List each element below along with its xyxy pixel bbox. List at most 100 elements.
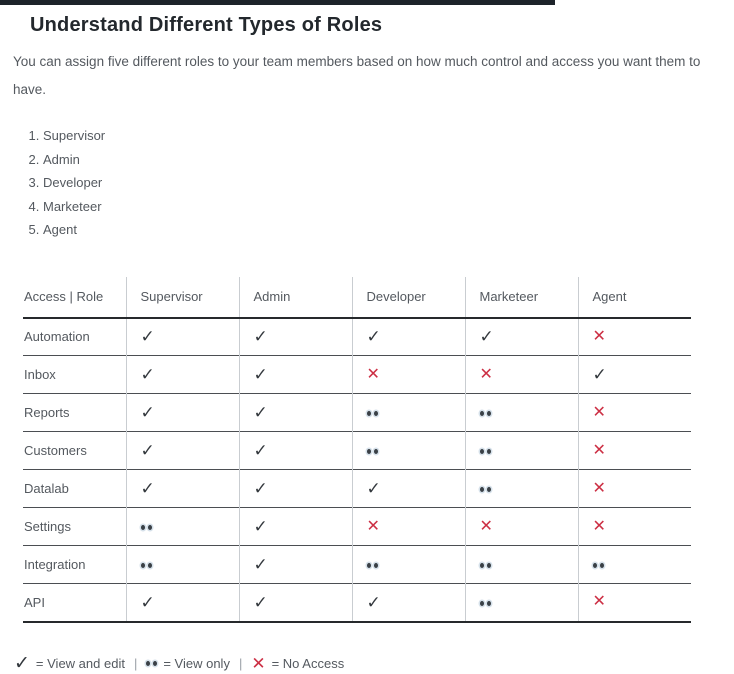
roles-list-item: Developer xyxy=(43,176,734,190)
cross-icon: ✕ xyxy=(592,517,606,535)
access-cell: ✓ xyxy=(238,317,352,356)
access-cell xyxy=(351,393,465,432)
legend-view-label: = View only xyxy=(163,655,230,671)
check-icon: ✓ xyxy=(253,555,268,574)
access-cell: ✕ xyxy=(351,507,465,546)
check-icon: ✓ xyxy=(140,441,155,460)
cross-icon: ✕ xyxy=(479,365,493,383)
legend-separator: | xyxy=(133,655,138,671)
legend-separator: | xyxy=(238,655,243,671)
eyes-icon xyxy=(479,599,491,607)
access-cell: ✓ xyxy=(577,355,691,394)
eyes-icon xyxy=(479,486,491,494)
feature-cell: Datalab xyxy=(24,481,69,496)
table-row: Settings ✓ ✕ ✕ ✕ xyxy=(23,507,691,546)
access-cell xyxy=(464,393,578,432)
access-cell: ✓ xyxy=(238,431,352,470)
eyes-icon xyxy=(366,448,378,456)
column-header: Marketeer xyxy=(464,276,578,318)
access-cell xyxy=(351,431,465,470)
column-header: Access | Role xyxy=(24,289,104,304)
roles-list-item: Admin xyxy=(43,152,734,167)
table-row: Inbox ✓ ✓ ✕ ✕ ✓ xyxy=(23,355,691,394)
page-title: Understand Different Types of Roles xyxy=(30,14,383,36)
legend-edit-label: = View and edit xyxy=(35,655,125,671)
legend-none-label: = No Access xyxy=(271,655,345,671)
cross-icon: ✕ xyxy=(592,441,606,459)
table-row: Reports ✓ ✓ ✕ xyxy=(23,393,691,432)
cross-icon: ✕ xyxy=(479,517,493,535)
table-row: Datalab ✓ ✓ ✓ ✕ xyxy=(23,469,691,508)
check-icon: ✓ xyxy=(253,479,268,498)
cross-icon: ✕ xyxy=(251,653,266,673)
cross-icon: ✕ xyxy=(366,365,380,383)
eyes-icon xyxy=(479,448,491,456)
check-icon: ✓ xyxy=(366,479,381,498)
feature-cell: Reports xyxy=(24,405,70,420)
access-cell: ✓ xyxy=(351,469,465,508)
eyes-icon xyxy=(366,410,378,418)
cross-icon: ✕ xyxy=(592,593,606,611)
roles-list: Supervisor Admin Developer Marketeer Agent xyxy=(0,129,734,237)
cross-icon: ✕ xyxy=(592,327,606,345)
table-row: Customers ✓ ✓ ✕ xyxy=(23,431,691,470)
check-icon: ✓ xyxy=(253,517,268,536)
access-cell: ✓ xyxy=(125,393,239,432)
access-cell xyxy=(464,545,578,584)
access-cell: ✓ xyxy=(125,355,239,394)
table-row: Automation ✓ ✓ ✓ ✓ ✕ xyxy=(23,317,691,356)
access-cell xyxy=(464,469,578,508)
access-cell: ✕ xyxy=(577,317,691,356)
cross-icon: ✕ xyxy=(592,403,606,421)
intro-paragraph: You can assign five different roles to y… xyxy=(13,54,701,97)
eyes-icon xyxy=(140,562,152,570)
access-cell xyxy=(351,545,465,584)
header-row: Access | Role Supervisor Admin Developer Mar… xyxy=(23,276,691,318)
access-cell: ✓ xyxy=(464,317,578,356)
check-icon: ✓ xyxy=(592,365,607,384)
check-icon: ✓ xyxy=(366,327,381,347)
feature-cell: Integration xyxy=(24,557,86,572)
feature-cell: Inbox xyxy=(24,367,56,382)
check-icon: ✓ xyxy=(366,592,381,612)
column-header: Agent xyxy=(577,276,691,318)
check-icon: ✓ xyxy=(253,327,268,347)
access-cell xyxy=(125,507,239,546)
check-icon: ✓ xyxy=(253,403,268,422)
check-icon: ✓ xyxy=(479,327,494,347)
access-cell: ✕ xyxy=(577,469,691,508)
table-row: Integration ✓ xyxy=(23,545,691,584)
access-cell: ✕ xyxy=(577,393,691,432)
eyes-icon xyxy=(479,410,491,418)
access-cell: ✕ xyxy=(577,507,691,546)
check-icon: ✓ xyxy=(253,441,268,460)
eyes-icon xyxy=(592,562,604,570)
feature-cell: Customers xyxy=(24,443,87,458)
access-cell: ✓ xyxy=(351,583,465,622)
roles-list-item: Marketeer xyxy=(43,199,734,214)
table-row: API ✓ ✓ ✓ ✕ xyxy=(23,583,691,622)
access-table-header: Access | Role Supervisor Admin Developer Mar… xyxy=(23,276,691,318)
check-icon: ✓ xyxy=(140,327,155,347)
check-icon: ✓ xyxy=(140,403,155,422)
roles-list-item: Supervisor xyxy=(43,129,734,143)
access-cell xyxy=(577,545,691,584)
check-icon: ✓ xyxy=(14,652,30,674)
check-icon: ✓ xyxy=(140,365,155,384)
access-cell: ✕ xyxy=(577,431,691,470)
access-legend: ✓ = View and edit | = View only | ✕ = No… xyxy=(14,654,734,673)
access-cell xyxy=(464,583,578,622)
feature-cell: API xyxy=(24,594,45,610)
access-cell xyxy=(125,545,239,584)
eyes-icon xyxy=(146,659,158,667)
feature-cell: Automation xyxy=(24,329,90,345)
access-cell: ✓ xyxy=(238,393,352,432)
check-icon: ✓ xyxy=(140,479,155,498)
access-cell: ✓ xyxy=(238,507,352,546)
top-accent-bar xyxy=(0,0,555,5)
eyes-icon xyxy=(366,562,378,570)
access-cell: ✓ xyxy=(238,583,352,622)
access-cell: ✓ xyxy=(125,431,239,470)
eyes-icon xyxy=(479,562,491,570)
